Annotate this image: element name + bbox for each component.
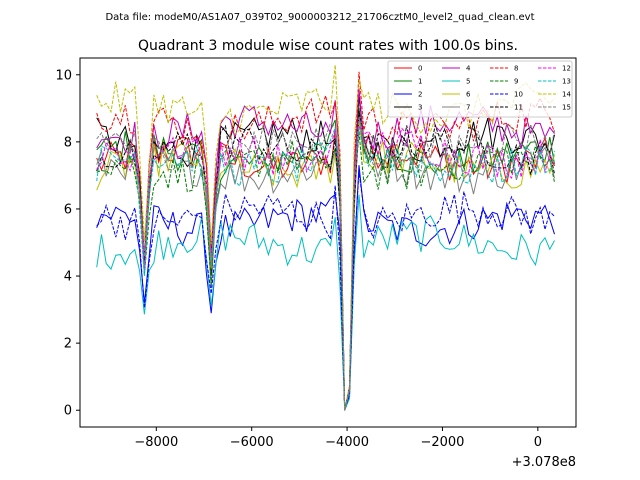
legend-label-14: 14 (562, 91, 571, 99)
x-tick-label: −2000 (420, 435, 464, 450)
series-line-7 (96, 116, 555, 411)
legend-label-2: 2 (418, 91, 422, 99)
legend-label-9: 9 (514, 78, 518, 86)
legend-box (387, 60, 573, 118)
x-offset-label: +3.078e8 (512, 455, 576, 470)
series-line-5 (96, 194, 555, 411)
legend-label-5: 5 (466, 78, 470, 86)
x-tick-label: −8000 (134, 435, 178, 450)
legend-label-15: 15 (562, 104, 571, 112)
legend-label-3: 3 (418, 104, 422, 112)
chart-title: Quadrant 3 module wise count rates with … (138, 38, 518, 54)
series-line-2 (96, 165, 555, 411)
y-tick-label: 10 (55, 68, 72, 83)
legend-label-8: 8 (514, 65, 518, 73)
legend-label-7: 7 (466, 104, 470, 112)
x-axis: −8000 −6000 −4000 −2000 0 (134, 427, 542, 450)
y-tick-label: 0 (64, 404, 72, 419)
series-line-15 (96, 116, 555, 411)
x-tick-label: 0 (534, 435, 542, 450)
legend-label-4: 4 (466, 65, 471, 73)
series-line-12 (96, 124, 555, 411)
y-tick-label: 4 (64, 270, 72, 285)
series-line-9 (96, 132, 555, 411)
y-tick-label: 6 (64, 202, 72, 217)
legend-label-12: 12 (562, 65, 571, 73)
legend-label-11: 11 (514, 104, 523, 112)
y-tick-label: 2 (64, 337, 72, 352)
y-axis: 0 2 4 6 8 10 (55, 68, 80, 419)
y-tick-label: 8 (64, 135, 72, 150)
series-line-3 (96, 96, 555, 411)
series-layer (96, 64, 555, 411)
legend-label-10: 10 (514, 91, 523, 99)
x-tick-label: −6000 (230, 435, 274, 450)
legend-label-6: 6 (466, 91, 471, 99)
x-tick-label: −4000 (325, 435, 369, 450)
series-line-13 (96, 127, 555, 411)
legend-label-0: 0 (418, 65, 422, 73)
figure-suptitle: Data file: modeM0/AS1A07_039T02_90000032… (105, 12, 534, 23)
series-line-11 (96, 110, 555, 411)
series-line-10 (96, 171, 555, 411)
legend-label-13: 13 (562, 78, 571, 86)
plot-frame (79, 57, 577, 428)
legend-label-1: 1 (418, 78, 422, 86)
